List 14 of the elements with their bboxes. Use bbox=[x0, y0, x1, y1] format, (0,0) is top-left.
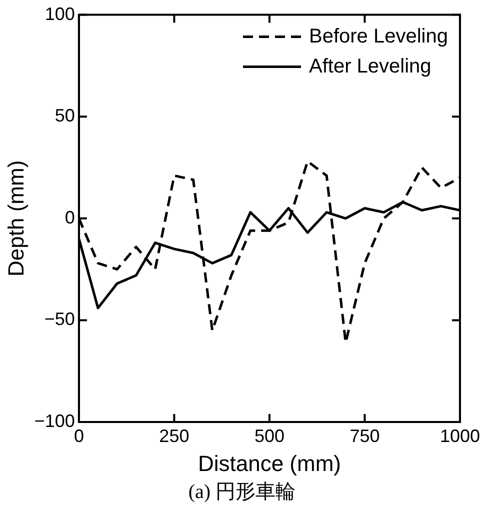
x-axis-title: Distance (mm) bbox=[198, 450, 341, 476]
x-tick-label: 750 bbox=[350, 426, 380, 446]
x-tick-label: 1000 bbox=[440, 426, 480, 446]
x-tick-label: 500 bbox=[254, 426, 284, 446]
y-tick-label: 100 bbox=[44, 4, 75, 24]
x-tick-label: 250 bbox=[159, 426, 190, 446]
y-tick-label: 50 bbox=[54, 106, 75, 126]
y-tick-label: 0 bbox=[64, 207, 75, 228]
legend-label: After Leveling bbox=[308, 55, 432, 78]
text: (a) 円形車輪 bbox=[187, 480, 297, 505]
y-tick-label: −50 bbox=[44, 309, 75, 330]
y-axis-title: Depth (mm) bbox=[3, 160, 28, 276]
legend-label: Before Leveling bbox=[308, 25, 448, 48]
y-tick-label: −100 bbox=[34, 410, 75, 431]
